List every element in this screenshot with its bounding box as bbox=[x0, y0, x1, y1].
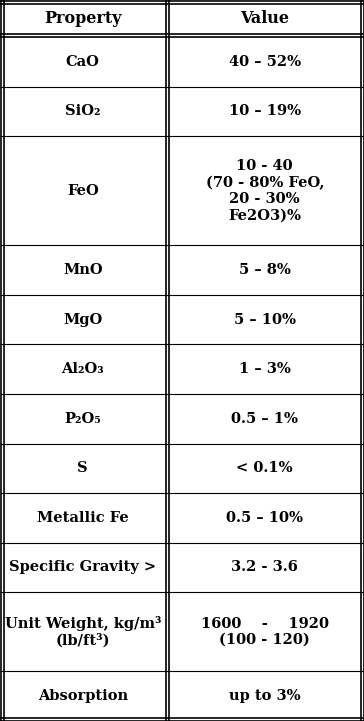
Text: 10 - 40
(70 - 80% FeO,
20 - 30%
Fe2O3)%: 10 - 40 (70 - 80% FeO, 20 - 30% Fe2O3)% bbox=[206, 159, 324, 222]
Text: Unit Weight, kg/m³
(lb/ft³): Unit Weight, kg/m³ (lb/ft³) bbox=[5, 616, 161, 647]
Text: Property: Property bbox=[44, 10, 122, 27]
Text: 5 – 8%: 5 – 8% bbox=[239, 263, 291, 277]
Text: 5 – 10%: 5 – 10% bbox=[234, 313, 296, 327]
Text: 10 – 19%: 10 – 19% bbox=[229, 105, 301, 118]
Text: 1 – 3%: 1 – 3% bbox=[239, 362, 291, 376]
Text: 0.5 – 1%: 0.5 – 1% bbox=[231, 412, 298, 425]
Text: S: S bbox=[78, 461, 88, 475]
Text: up to 3%: up to 3% bbox=[229, 689, 301, 703]
Text: Specific Gravity >: Specific Gravity > bbox=[9, 560, 157, 575]
Text: FeO: FeO bbox=[67, 184, 99, 198]
Text: Metallic Fe: Metallic Fe bbox=[37, 511, 129, 525]
Text: MgO: MgO bbox=[63, 313, 102, 327]
Text: 3.2 - 3.6: 3.2 - 3.6 bbox=[232, 560, 298, 575]
Text: Absorption: Absorption bbox=[38, 689, 128, 703]
Text: Value: Value bbox=[240, 10, 289, 27]
Text: SiO₂: SiO₂ bbox=[65, 105, 100, 118]
Text: CaO: CaO bbox=[66, 55, 100, 69]
Text: MnO: MnO bbox=[63, 263, 103, 277]
Text: 40 – 52%: 40 – 52% bbox=[229, 55, 301, 69]
Text: < 0.1%: < 0.1% bbox=[237, 461, 293, 475]
Text: 1600    -    1920
(100 - 120): 1600 - 1920 (100 - 120) bbox=[201, 616, 329, 647]
Text: 0.5 – 10%: 0.5 – 10% bbox=[226, 511, 303, 525]
Text: P₂O₅: P₂O₅ bbox=[64, 412, 101, 425]
Text: Al₂O₃: Al₂O₃ bbox=[62, 362, 104, 376]
